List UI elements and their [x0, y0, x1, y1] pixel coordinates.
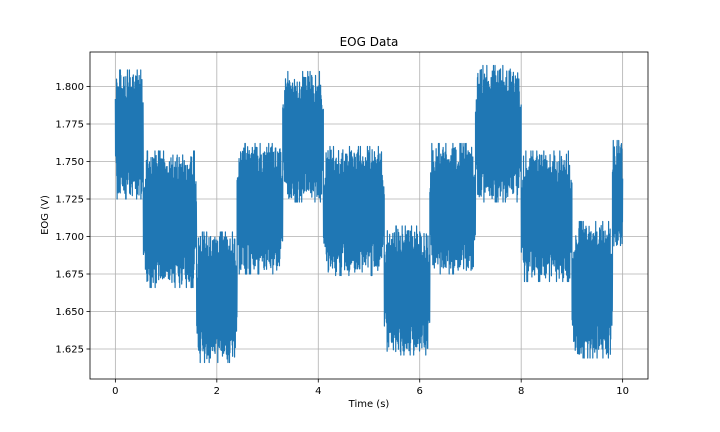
- y-tick-label: 1.775: [55, 120, 84, 131]
- y-tick-label: 1.750: [55, 157, 84, 168]
- x-tick-label: 6: [417, 386, 423, 397]
- x-axis-ticks: 0 2 4 6 8 10: [112, 379, 629, 397]
- y-tick-label: 1.700: [55, 232, 84, 243]
- y-tick-label: 1.625: [55, 345, 84, 356]
- y-axis-ticks: 1.625 1.650 1.675 1.700 1.725 1.750 1.775 1.800: [55, 82, 90, 356]
- y-tick-label: 1.800: [55, 82, 84, 93]
- y-axis-label: EOG (V): [40, 195, 51, 235]
- chart-title: EOG Data: [340, 35, 399, 49]
- x-tick-label: 10: [616, 386, 629, 397]
- x-axis-label: Time (s): [348, 399, 390, 410]
- y-tick-label: 1.650: [55, 307, 84, 318]
- x-tick-label: 4: [315, 386, 321, 397]
- y-tick-label: 1.725: [55, 195, 84, 206]
- eog-signal-line: [114, 64, 624, 364]
- x-tick-label: 8: [518, 386, 524, 397]
- plot-frame: [89, 51, 649, 380]
- series-layer: [114, 64, 624, 364]
- y-tick-label: 1.675: [55, 270, 84, 281]
- x-tick-label: 2: [214, 386, 220, 397]
- x-tick-label: 0: [112, 386, 118, 397]
